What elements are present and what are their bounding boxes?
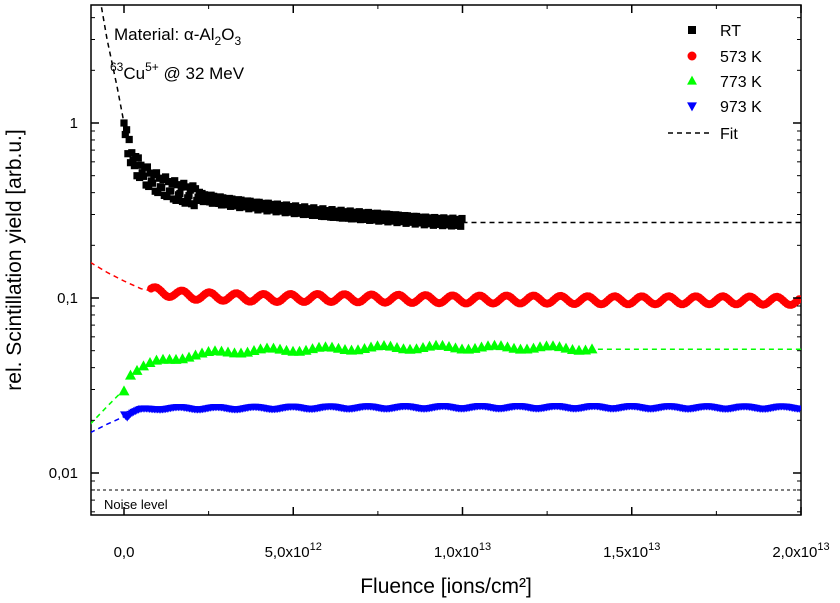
legend-label: RT — [720, 23, 741, 40]
data-point — [163, 192, 171, 201]
data-point — [567, 344, 578, 355]
legend-label: 973 K — [720, 99, 762, 116]
data-point — [458, 214, 466, 223]
annotation-line1-mid: O — [221, 25, 234, 44]
annotation-line2-sup2: 5+ — [145, 60, 159, 74]
svg-text:63Cu5+ @ 32 MeV: 63Cu5+ @ 32 MeV — [110, 60, 245, 83]
data-point — [167, 187, 175, 195]
legend-item: 773 K — [687, 74, 762, 91]
series-rt — [120, 119, 466, 230]
legend-marker — [688, 26, 696, 34]
data-point — [508, 342, 520, 353]
x-tick-label: 0,0 — [114, 544, 135, 561]
axis-ticks: 0,0 5,0x1012 1,0x1013 1,5x1013 2,0x1013 0,01 0… — [49, 5, 830, 561]
data-point — [139, 172, 148, 180]
data-point — [326, 341, 338, 352]
data-point — [138, 360, 149, 371]
x-tick-label: 1,5x1013 — [603, 541, 660, 561]
data-point — [268, 342, 279, 353]
data-points — [118, 119, 801, 422]
data-point — [131, 364, 143, 375]
legend-marker — [687, 102, 697, 112]
data-point — [185, 192, 193, 200]
annotation-line2-sup1: 63 — [110, 60, 124, 74]
data-point — [586, 343, 598, 354]
data-point — [143, 163, 151, 171]
annotation-line2-mid: Cu — [123, 64, 145, 83]
data-point — [795, 295, 801, 304]
data-point — [118, 385, 130, 396]
data-point — [149, 179, 157, 187]
data-point — [172, 196, 180, 204]
data-point — [443, 340, 455, 351]
data-point — [125, 135, 133, 144]
data-point — [123, 126, 131, 134]
legend-item: RT — [688, 23, 741, 40]
y-tick-label: 0,1 — [57, 290, 78, 307]
data-point — [333, 342, 344, 353]
data-point — [130, 162, 138, 170]
data-point — [120, 119, 128, 127]
data-point — [554, 341, 565, 352]
data-point — [547, 340, 559, 351]
data-point — [502, 341, 513, 352]
data-point — [450, 342, 461, 353]
x-tick-label: 2,0x1013 — [772, 541, 829, 561]
data-point — [125, 369, 136, 380]
fit-curve-3 — [91, 415, 125, 434]
y-tick-label: 1 — [70, 115, 78, 132]
fit-curve-0 — [100, 5, 125, 124]
data-point — [176, 189, 184, 198]
data-point — [560, 342, 572, 353]
data-point — [795, 405, 801, 413]
legend-marker — [687, 51, 697, 61]
data-point — [158, 184, 166, 192]
y-tick-label: 0,01 — [49, 465, 78, 482]
legend-item: 973 K — [687, 99, 762, 116]
x-tick-label: 1,0x1013 — [434, 541, 491, 561]
legend-label: 773 K — [720, 74, 762, 91]
data-point — [134, 154, 142, 162]
svg-text:Material: α-Al2O3: Material: α-Al2O3 — [114, 25, 241, 48]
legend-marker — [687, 75, 697, 85]
annotation-line2-suffix: @ 32 MeV — [159, 64, 245, 83]
data-point — [281, 344, 292, 355]
data-point — [274, 343, 286, 354]
series-573-k — [147, 283, 801, 309]
series-773-k — [118, 339, 598, 396]
x-tick-label: 5,0x1012 — [265, 541, 322, 561]
fit-curve-1 — [91, 261, 152, 292]
legend-label: 573 K — [720, 49, 762, 66]
annotation-line1-sub2: 3 — [234, 34, 241, 48]
material-annotation: Material: α-Al2O3 63Cu5+ @ 32 MeV — [110, 25, 245, 83]
fit-curve-2 — [91, 388, 125, 425]
data-point — [437, 339, 448, 350]
legend-item: 573 K — [687, 49, 762, 66]
legend-label: Fit — [720, 126, 738, 143]
legend-item: Fit — [668, 126, 738, 143]
data-point — [391, 341, 403, 352]
data-point — [222, 346, 234, 357]
data-point — [457, 222, 465, 230]
y-axis-label: rel. Scintillation yield [arb.u.] — [3, 129, 26, 390]
series-973-k — [120, 403, 801, 422]
noise-level-label: Noise level — [104, 497, 168, 512]
data-point — [216, 345, 227, 356]
x-axis-label: Fluence [ions/cm²] — [360, 575, 532, 598]
data-point — [495, 340, 507, 351]
data-point — [385, 340, 396, 351]
plot-frame — [90, 4, 802, 516]
annotation-line1-prefix: Material: α-Al — [114, 25, 215, 44]
fit-curves — [91, 5, 801, 434]
legend: RT 573 K 773 K 973 K Fit — [668, 23, 762, 143]
annotation-line1-sub1: 2 — [215, 34, 222, 48]
